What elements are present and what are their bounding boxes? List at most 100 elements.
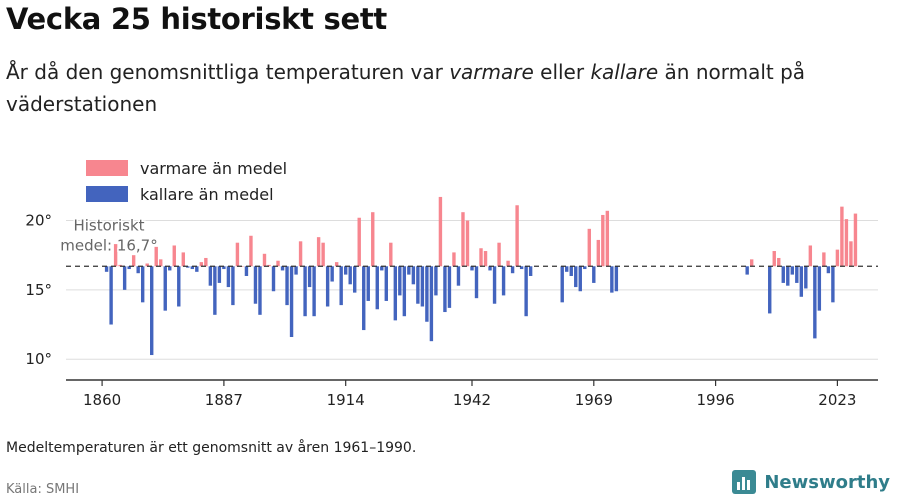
bar-1944 [479,248,483,267]
bar-1912 [334,262,339,267]
bar-1895 [258,266,262,315]
bar-1954 [524,266,528,317]
chart-subtitle: År då den genomsnittliga temperaturen va… [6,56,866,120]
bar-2020 [822,252,826,267]
bar-1923 [384,266,388,301]
bar-1870 [145,263,149,267]
temperature-bar-chart: Historiskt medel: 16,7° 10°15°20° 1860 18… [25,159,878,409]
bar-1893 [249,235,253,267]
bar-1951 [510,266,515,274]
bar-1864 [118,264,122,267]
bar-1921 [375,266,379,310]
bar-1905 [303,266,307,317]
bar-1965 [574,266,578,288]
bar-2023 [835,249,840,267]
x-tick-label: 1996 [697,391,735,409]
bar-1866 [127,266,131,270]
bar-1953 [519,266,524,270]
bar-1950 [506,260,510,267]
bar-2026 [849,241,853,267]
bar-2017 [808,245,813,267]
bar-1886 [217,266,222,283]
footnote: Medeltemperaturen är ett genomsnitt av å… [6,440,417,456]
bar-1946 [488,266,492,271]
gridlines [66,220,878,360]
legend-label-warm: varmare än medel [140,159,287,178]
chart-title: Vecka 25 historiskt sett [6,2,387,36]
bar-1865 [122,266,127,290]
bar-1919 [366,266,370,301]
bar-1899 [276,260,280,267]
bar-1869 [140,266,145,303]
bar-1922 [380,266,384,271]
bar-1888 [226,266,231,288]
brand-name: Newsworthy [764,471,890,493]
bar-1863 [113,244,118,267]
source-label: Källa: SMHI [6,482,80,497]
bar-2004 [749,259,754,267]
bar-1945 [483,251,488,267]
bar-1872 [154,246,158,267]
bar-1970 [596,239,601,267]
subtitle-warm-word: varmare [449,60,534,84]
bar-1901 [285,266,289,306]
bar-1907 [312,266,316,317]
brand-bar-icon [732,470,757,494]
bar-1903 [294,266,298,275]
bar-1896 [262,253,267,267]
x-tick-label: 1942 [453,391,491,409]
bar-2016 [804,266,808,289]
bar-1887 [222,266,226,270]
bar-1879 [186,266,190,268]
x-tick-label: 1914 [327,391,365,409]
bar-1941 [465,220,470,267]
bar-1913 [339,266,343,306]
bar-1967 [583,266,587,270]
bar-1877 [177,266,181,307]
bar-1933 [429,266,434,342]
x-tick-label: 1969 [575,391,613,409]
bar-1904 [298,241,303,267]
bar-1878 [181,252,185,267]
bar-1914 [343,266,348,275]
bar-1926 [398,266,402,296]
bar-1955 [528,266,533,276]
y-tick-label: 20° [25,212,52,230]
legend: varmare än medel kallare än medel [86,159,287,204]
bar-2012 [786,266,790,286]
subtitle-cold-word: kallare [590,60,659,84]
baseline-label-line1: Historiskt [73,216,144,234]
bar-1942 [470,266,474,271]
bar-1873 [159,259,163,267]
bar-1947 [492,266,497,304]
bar-1928 [407,266,411,275]
bar-2014 [795,266,799,283]
bar-1931 [420,266,425,307]
bar-2027 [853,213,858,267]
bar-1964 [569,266,573,276]
bar-1934 [434,266,438,296]
bar-1900 [280,266,285,271]
bar-1882 [199,262,204,267]
subtitle-part-1: År då den genomsnittliga temperaturen va… [6,60,450,84]
subtitle-part-3: än normalt på väderstationen [6,60,806,116]
bar-2024 [840,206,844,267]
bar-1925 [393,266,398,321]
bar-1885 [213,266,217,315]
bar-1963 [565,266,569,272]
bar-1910 [325,266,330,307]
legend-label-cold: kallare än medel [140,185,274,204]
bar-1880 [190,266,195,270]
bar-1917 [357,217,361,267]
brand-logo: Newsworthy [732,470,890,494]
bar-1883 [204,257,208,267]
bar-1929 [411,266,416,285]
bar-1916 [353,266,357,293]
bar-1924 [389,242,393,267]
bar-1897 [267,264,271,267]
bar-2022 [831,266,835,303]
x-axis-ticks: 1860 1887 1914 1942 1969 1996 2023 [83,380,856,409]
bar-1881 [195,266,199,272]
bar-2018 [813,266,817,339]
bars [104,196,858,356]
